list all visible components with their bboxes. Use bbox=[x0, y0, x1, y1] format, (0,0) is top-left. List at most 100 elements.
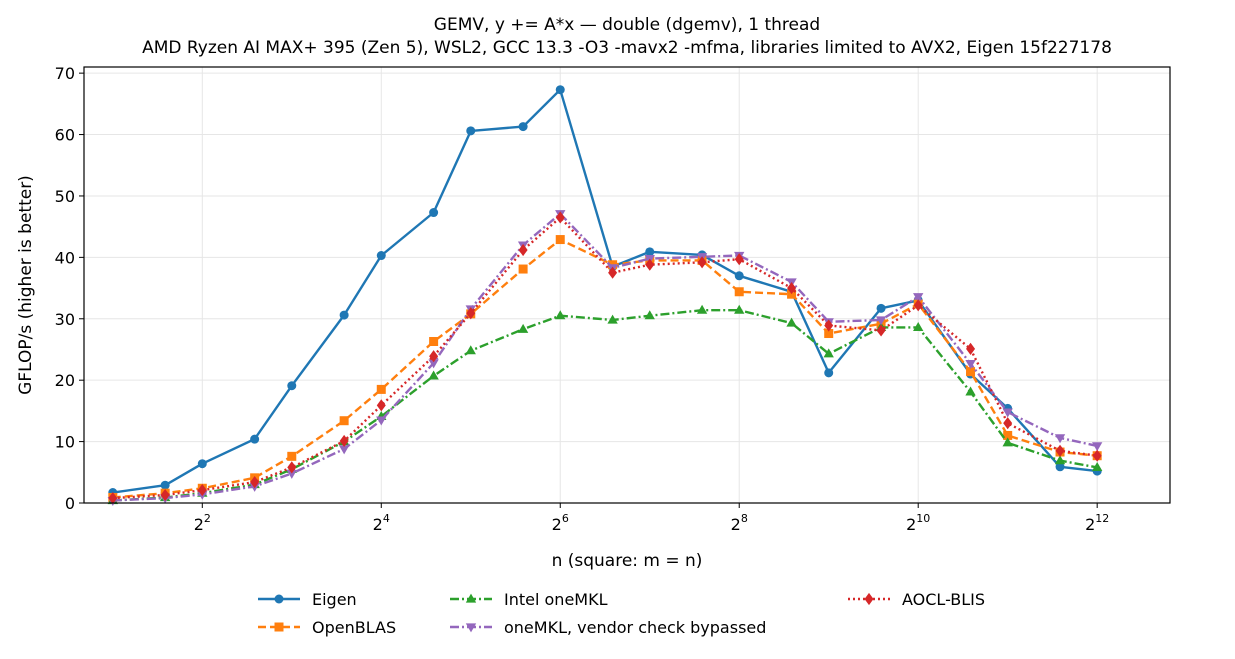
legend-marker bbox=[864, 592, 874, 606]
data-point bbox=[787, 281, 797, 295]
x-axis-ticks: 22 24 26 28 210 212 bbox=[194, 503, 1109, 534]
legend-marker bbox=[274, 594, 284, 604]
data-point bbox=[429, 350, 439, 363]
chart-title: GEMV, y += A*x — double (dgemv), 1 threa… bbox=[434, 15, 820, 35]
data-point bbox=[876, 324, 886, 337]
data-point bbox=[160, 488, 170, 502]
data-point bbox=[376, 416, 387, 426]
data-point bbox=[517, 323, 529, 333]
data-point bbox=[429, 336, 439, 346]
legend-item: AOCL-BLIS bbox=[848, 590, 985, 609]
x-tick-base: 2 bbox=[194, 515, 204, 534]
data-point bbox=[1055, 444, 1065, 457]
data-point bbox=[734, 304, 745, 314]
data-point bbox=[734, 253, 744, 266]
data-point bbox=[376, 399, 386, 412]
x-tick-label: 22 bbox=[194, 512, 211, 534]
data-point bbox=[697, 256, 707, 269]
data-point bbox=[287, 451, 297, 461]
data-point bbox=[786, 317, 797, 327]
y-axis-label: GFLOP/s (higher is better) bbox=[16, 175, 36, 395]
data-point bbox=[913, 293, 924, 303]
data-point bbox=[966, 367, 976, 377]
data-point bbox=[287, 381, 297, 391]
data-point bbox=[1092, 461, 1103, 471]
data-point bbox=[1054, 434, 1066, 444]
legend-marker bbox=[274, 622, 284, 632]
x-tick-exponent: 8 bbox=[741, 512, 748, 525]
plot-frame bbox=[83, 66, 1171, 504]
x-tick-base: 2 bbox=[731, 515, 741, 534]
data-point bbox=[518, 122, 528, 132]
data-point bbox=[965, 386, 976, 396]
y-tick-label: 70 bbox=[55, 64, 75, 83]
data-point bbox=[286, 469, 297, 479]
chart-subtitle: AMD Ryzen AI MAX+ 395 (Zen 5), WSL2, GCC… bbox=[142, 38, 1112, 58]
x-axis-label: n (square: m = n) bbox=[552, 551, 703, 571]
data-point bbox=[913, 321, 924, 331]
legend-item: Eigen bbox=[258, 590, 357, 609]
data-point bbox=[875, 316, 887, 326]
series-group bbox=[107, 85, 1103, 506]
data-point bbox=[1055, 462, 1065, 472]
data-point bbox=[1092, 449, 1102, 462]
series bbox=[107, 210, 1103, 506]
y-axis-ticks: 0 10 20 30 40 50 60 70 bbox=[55, 64, 84, 513]
data-point bbox=[466, 126, 476, 136]
data-point bbox=[645, 258, 655, 271]
legend-item: Intel oneMKL bbox=[450, 590, 608, 609]
data-point bbox=[555, 235, 565, 245]
data-point bbox=[429, 208, 439, 218]
y-tick-label: 40 bbox=[55, 248, 75, 267]
data-point bbox=[824, 319, 834, 332]
data-point bbox=[287, 461, 297, 474]
data-point bbox=[250, 476, 260, 489]
data-point bbox=[160, 480, 170, 490]
data-point bbox=[608, 266, 618, 279]
series bbox=[108, 211, 1102, 505]
data-point bbox=[1003, 430, 1013, 440]
data-point bbox=[339, 434, 349, 448]
x-tick-label: 210 bbox=[906, 512, 930, 534]
data-point bbox=[465, 345, 476, 355]
series-line bbox=[112, 309, 1098, 502]
legend-marker bbox=[465, 593, 477, 603]
data-point bbox=[1092, 442, 1103, 452]
data-point bbox=[823, 348, 834, 358]
data-point bbox=[518, 243, 528, 257]
legend-label: Eigen bbox=[312, 590, 357, 609]
data-point bbox=[1002, 437, 1013, 447]
legend-label: oneMKL, vendor check bypassed bbox=[504, 618, 766, 637]
x-tick-exponent: 10 bbox=[916, 512, 930, 525]
y-tick-label: 20 bbox=[55, 371, 75, 390]
data-point bbox=[607, 314, 618, 324]
x-tick-label: 212 bbox=[1085, 512, 1109, 534]
data-point bbox=[966, 342, 976, 355]
data-point bbox=[428, 370, 439, 380]
x-tick-exponent: 12 bbox=[1095, 512, 1109, 525]
x-tick-exponent: 2 bbox=[204, 512, 211, 525]
y-tick-label: 10 bbox=[55, 433, 75, 452]
data-point bbox=[197, 459, 207, 469]
grid bbox=[84, 67, 1170, 504]
data-point bbox=[376, 384, 386, 394]
data-point bbox=[1054, 455, 1066, 465]
data-point bbox=[555, 85, 565, 95]
data-point bbox=[824, 329, 834, 339]
data-point bbox=[787, 289, 797, 299]
data-point bbox=[250, 434, 260, 444]
data-point bbox=[339, 310, 349, 320]
x-tick-base: 2 bbox=[373, 515, 383, 534]
series bbox=[108, 85, 1102, 498]
data-point bbox=[876, 303, 886, 313]
legend-item: OpenBLAS bbox=[258, 618, 396, 637]
legend-label: Intel oneMKL bbox=[504, 590, 608, 609]
data-point bbox=[108, 492, 118, 505]
y-tick-label: 30 bbox=[55, 310, 75, 329]
x-tick-label: 26 bbox=[552, 512, 569, 534]
data-point bbox=[824, 368, 834, 378]
data-point bbox=[913, 299, 923, 312]
data-point bbox=[339, 416, 349, 426]
data-point bbox=[518, 264, 528, 274]
